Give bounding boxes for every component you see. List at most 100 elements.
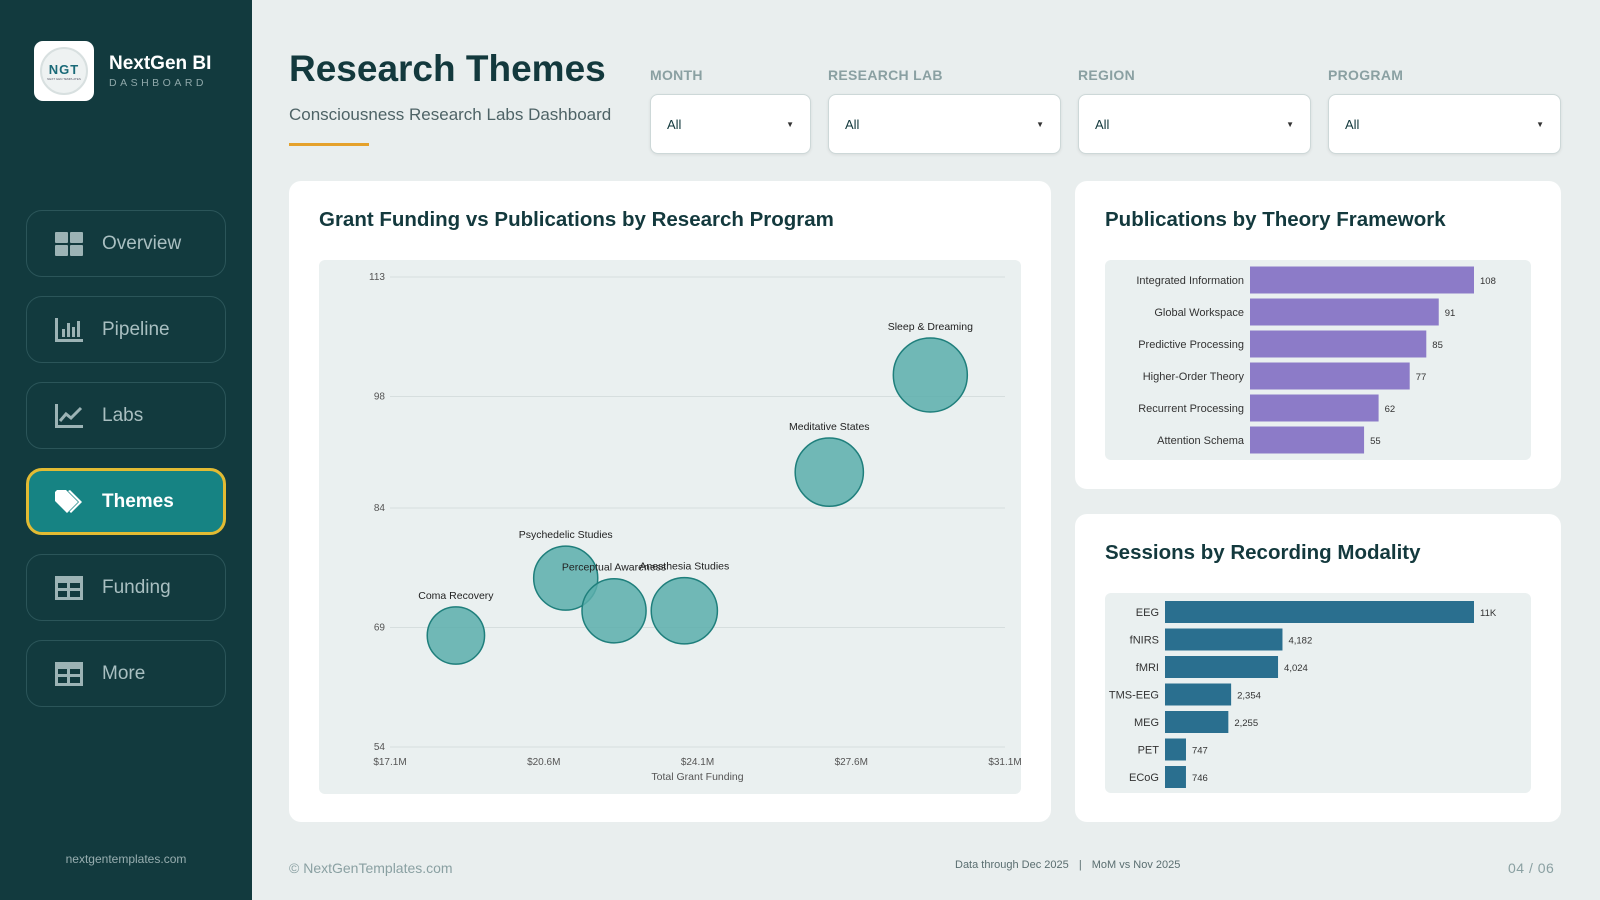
bubble-point <box>581 577 647 644</box>
chevron-down-icon: ▼ <box>786 119 794 129</box>
page-title: Research Themes <box>289 48 606 89</box>
category-label: ECoG <box>1129 772 1159 784</box>
category-label: EEG <box>1136 607 1159 619</box>
program-select[interactable]: All ▼ <box>1328 94 1561 154</box>
category-label: Attention Schema <box>1157 435 1245 447</box>
filter-label-region: REGION <box>1078 67 1136 83</box>
data-label: 4,182 <box>1288 636 1312 647</box>
data-label: 77 <box>1416 372 1427 383</box>
x-tick-label: $24.1M <box>681 757 714 768</box>
brand-name: NextGen BI <box>109 53 212 74</box>
bubble-label: Perceptual Awareness <box>562 562 666 574</box>
bubble-point <box>794 437 865 508</box>
x-axis-title: Total Grant Funding <box>651 771 743 783</box>
bar <box>1250 330 1427 358</box>
table-icon <box>55 575 83 600</box>
month-select[interactable]: All ▼ <box>650 94 811 154</box>
sidebar-nav: Overview Pipeline Labs Themes Funding Mo… <box>26 210 226 726</box>
category-label: MEG <box>1134 717 1159 729</box>
bar <box>1165 711 1229 733</box>
x-tick-label: $31.1M <box>988 757 1021 768</box>
sidebar-item-label: Funding <box>102 576 171 598</box>
data-label: 11K <box>1480 608 1497 619</box>
bar <box>1165 738 1186 761</box>
select-value: All <box>1345 116 1360 132</box>
bar <box>1250 394 1379 422</box>
data-label: 746 <box>1192 773 1208 784</box>
category-label: Global Workspace <box>1154 307 1244 319</box>
bubble-point <box>892 337 969 413</box>
filter-label-research-lab: RESEARCH LAB <box>828 67 943 83</box>
bar <box>1165 683 1232 706</box>
mom-note: MoM vs Nov 2025 <box>1091 859 1181 871</box>
site-link[interactable]: nextgentemplates.com <box>65 852 187 866</box>
sidebar-item-label: More <box>102 662 146 684</box>
sidebar-item-more[interactable]: More <box>26 640 226 707</box>
card-title: Publications by Theory Framework <box>1105 208 1446 231</box>
category-label: PET <box>1138 745 1160 757</box>
sidebar-item-pipeline[interactable]: Pipeline <box>26 296 226 363</box>
sidebar-item-overview[interactable]: Overview <box>26 210 226 277</box>
category-label: TMS-EEG <box>1109 690 1159 702</box>
bubble-point <box>532 545 599 611</box>
separator: | <box>1078 859 1082 871</box>
data-label: 747 <box>1192 746 1208 757</box>
sidebar-item-label: Overview <box>102 232 182 254</box>
card-title: Sessions by Recording Modality <box>1105 541 1421 564</box>
theory-bar-chart: Integrated Information 108 Global Workspac… <box>1136 266 1496 454</box>
research-lab-select[interactable]: All ▼ <box>828 94 1061 154</box>
sidebar-item-themes[interactable]: Themes <box>26 468 226 535</box>
page-indicator: 04 / 06 <box>1508 860 1555 876</box>
footer-data-note: Data through Dec 2025 | MoM vs Nov 2025 <box>955 859 1180 871</box>
category-label: Predictive Processing <box>1138 339 1244 351</box>
filter-label-month: MONTH <box>650 67 703 83</box>
brand-subtitle: DASHBOARD <box>109 77 208 89</box>
bar <box>1250 266 1474 294</box>
tag-icon <box>55 489 82 513</box>
category-label: fMRI <box>1136 662 1159 674</box>
bar <box>1250 298 1439 326</box>
brand[interactable]: NGT NEXT GEN TEMPLATES NextGen BI DASHBO… <box>34 41 211 101</box>
bubble-label: Anesthesia Studies <box>639 561 729 573</box>
x-tick-label: $17.1M <box>373 757 406 768</box>
sidebar-item-funding[interactable]: Funding <box>26 554 226 621</box>
category-label: Higher-Order Theory <box>1143 371 1245 383</box>
footer-copyright: © NextGenTemplates.com <box>289 860 453 876</box>
bubble-label: Sleep & Dreaming <box>888 321 973 333</box>
bar <box>1250 362 1410 390</box>
data-label: 4,024 <box>1284 663 1308 674</box>
data-label: 2,255 <box>1234 718 1258 729</box>
modality-chart-card: Sessions by Recording Modality EEG 11K fNI… <box>1075 514 1561 822</box>
filter-label-program: PROGRAM <box>1328 67 1404 83</box>
category-label: Recurrent Processing <box>1138 403 1244 415</box>
y-tick-label: 98 <box>374 391 386 402</box>
bar <box>1165 766 1186 788</box>
theory-plot-area: Integrated Information 108 Global Workspac… <box>1105 260 1531 460</box>
region-select[interactable]: All ▼ <box>1078 94 1311 154</box>
x-tick-label: $20.6M <box>527 757 560 768</box>
bar <box>1165 656 1279 678</box>
category-label: Integrated Information <box>1136 275 1244 287</box>
bar <box>1165 601 1474 623</box>
line-chart-icon <box>55 403 83 428</box>
bubble-point <box>426 606 486 665</box>
data-label: 2,354 <box>1237 691 1261 702</box>
logo-subtext: NEXT GEN TEMPLATES <box>47 76 81 81</box>
card-title: Grant Funding vs Publications by Researc… <box>319 208 834 231</box>
sidebar-item-label: Themes <box>102 490 174 512</box>
modality-plot-area: EEG 11K fNIRS 4,182 fMRI 4,024 TMS-EEG 2,354 MEG… <box>1105 593 1531 793</box>
sidebar-item-labs[interactable]: Labs <box>26 382 226 449</box>
sidebar-item-label: Pipeline <box>102 318 170 340</box>
data-label: 62 <box>1385 404 1396 415</box>
bubble-label: Meditative States <box>789 421 870 433</box>
bubble-label: Psychedelic Studies <box>519 529 613 541</box>
chevron-down-icon: ▼ <box>1536 119 1544 129</box>
y-tick-label: 54 <box>374 742 386 753</box>
data-label: 108 <box>1480 276 1496 287</box>
y-tick-label: 84 <box>374 503 386 514</box>
bubble-plot-area: 54 69 84 98 113 $17.1M $20.6M $24.1M $27.6M $31.1… <box>319 260 1022 794</box>
logo: NGT NEXT GEN TEMPLATES <box>34 41 94 101</box>
grid-icon <box>55 231 83 256</box>
x-tick-label: $27.6M <box>835 757 868 768</box>
bubble-label: Coma Recovery <box>418 590 494 602</box>
